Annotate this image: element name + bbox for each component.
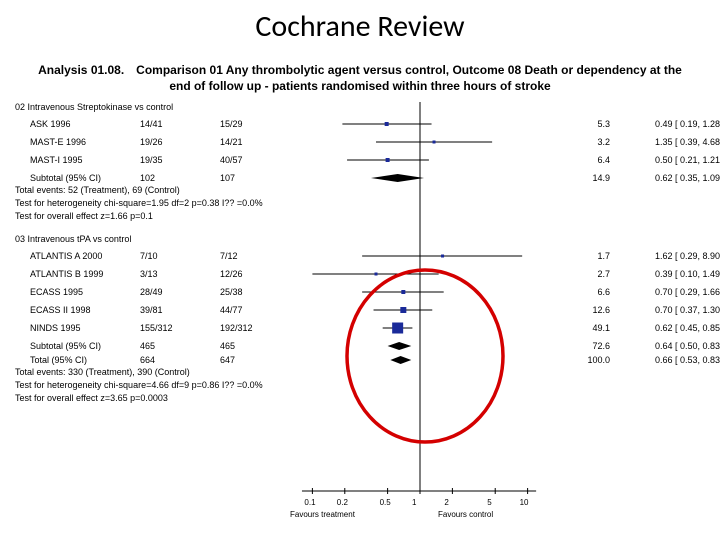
- group-header: 02 Intravenous Streptokinase vs control: [15, 102, 173, 112]
- favours-left-label: Favours treatment: [290, 510, 355, 519]
- total-label: Total (95% CI): [30, 355, 130, 365]
- treatment-count: 28/49: [140, 287, 195, 297]
- axis-tick-label: 1: [412, 498, 416, 507]
- confidence-interval: 0.66 [ 0.53, 0.83 ]: [620, 355, 720, 365]
- table-row: ECASS 199528/4925/386.60.70 [ 0.29, 1.66…: [10, 285, 710, 299]
- table-row: Subtotal (95% CI)46546572.60.64 [ 0.50, …: [10, 339, 710, 353]
- footnote: Test for heterogeneity chi-square=4.66 d…: [15, 380, 263, 390]
- table-row: MAST-I 199519/3540/576.40.50 [ 0.21, 1.2…: [10, 153, 710, 167]
- confidence-interval: 1.35 [ 0.39, 4.68 ]: [620, 137, 720, 147]
- control-count: 192/312: [220, 323, 275, 333]
- group-header: 03 Intravenous tPA vs control: [15, 234, 131, 244]
- weight: 72.6: [565, 341, 610, 351]
- control-count: 465: [220, 341, 275, 351]
- axis-tick-label: 2: [444, 498, 448, 507]
- control-count: 14/21: [220, 137, 275, 147]
- study-label: ATLANTIS A 2000: [30, 251, 130, 261]
- study-label: ECASS 1995: [30, 287, 130, 297]
- table-row: ECASS II 199839/8144/7712.60.70 [ 0.37, …: [10, 303, 710, 317]
- treatment-count: 39/81: [140, 305, 195, 315]
- axis-tick-label: 0.1: [304, 498, 315, 507]
- confidence-interval: 0.39 [ 0.10, 1.49 ]: [620, 269, 720, 279]
- confidence-interval: 0.62 [ 0.45, 0.85 ]: [620, 323, 720, 333]
- control-count: 44/77: [220, 305, 275, 315]
- treatment-count: 465: [140, 341, 195, 351]
- control-count: 12/26: [220, 269, 275, 279]
- axis-tick-label: 0.5: [380, 498, 391, 507]
- weight: 12.6: [565, 305, 610, 315]
- axis-tick-label: 5: [487, 498, 491, 507]
- weight: 1.7: [565, 251, 610, 261]
- treatment-count: 664: [140, 355, 195, 365]
- confidence-interval: 1.62 [ 0.29, 8.90 ]: [620, 251, 720, 261]
- study-label: MAST-E 1996: [30, 137, 130, 147]
- table-row: NINDS 1995155/312192/31249.10.62 [ 0.45,…: [10, 321, 710, 335]
- confidence-interval: 0.62 [ 0.35, 1.09 ]: [620, 173, 720, 183]
- confidence-interval: 0.64 [ 0.50, 0.83 ]: [620, 341, 720, 351]
- weight: 2.7: [565, 269, 610, 279]
- weight: 100.0: [565, 355, 610, 365]
- footnote: Test for heterogeneity chi-square=1.95 d…: [15, 198, 263, 208]
- treatment-count: 155/312: [140, 323, 195, 333]
- forest-plot: 02 Intravenous Streptokinase vs control A…: [10, 96, 710, 526]
- footnote: Total events: 52 (Treatment), 69 (Contro…: [15, 185, 180, 195]
- control-count: 25/38: [220, 287, 275, 297]
- weight: 14.9: [565, 173, 610, 183]
- table-row: Total (95% CI)664647100.00.66 [ 0.53, 0.…: [10, 353, 710, 367]
- table-row: ATLANTIS A 20007/107/121.71.62 [ 0.29, 8…: [10, 249, 710, 263]
- confidence-interval: 0.49 [ 0.19, 1.28 ]: [620, 119, 720, 129]
- page-title: Cochrane Review: [0, 0, 720, 45]
- treatment-count: 7/10: [140, 251, 195, 261]
- treatment-count: 14/41: [140, 119, 195, 129]
- control-count: 40/57: [220, 155, 275, 165]
- analysis-header: Analysis 01.08. Comparison 01 Any thromb…: [0, 45, 720, 96]
- confidence-interval: 0.50 [ 0.21, 1.21 ]: [620, 155, 720, 165]
- footnote: Total events: 330 (Treatment), 390 (Cont…: [15, 367, 190, 377]
- subtotal-label: Subtotal (95% CI): [30, 341, 130, 351]
- control-count: 15/29: [220, 119, 275, 129]
- favours-right-label: Favours control: [438, 510, 493, 519]
- weight: 5.3: [565, 119, 610, 129]
- weight: 6.4: [565, 155, 610, 165]
- study-label: ATLANTIS B 1999: [30, 269, 130, 279]
- table-row: ASK 199614/4115/295.30.49 [ 0.19, 1.28 ]: [10, 117, 710, 131]
- confidence-interval: 0.70 [ 0.29, 1.66 ]: [620, 287, 720, 297]
- control-count: 107: [220, 173, 275, 183]
- subtotal-label: Subtotal (95% CI): [30, 173, 130, 183]
- study-label: MAST-I 1995: [30, 155, 130, 165]
- table-row: Subtotal (95% CI)10210714.90.62 [ 0.35, …: [10, 171, 710, 185]
- treatment-count: 19/35: [140, 155, 195, 165]
- study-label: ASK 1996: [30, 119, 130, 129]
- axis-tick-label: 10: [520, 498, 529, 507]
- confidence-interval: 0.70 [ 0.37, 1.30 ]: [620, 305, 720, 315]
- study-label: NINDS 1995: [30, 323, 130, 333]
- weight: 6.6: [565, 287, 610, 297]
- axis-tick-label: 0.2: [337, 498, 348, 507]
- control-count: 647: [220, 355, 275, 365]
- control-count: 7/12: [220, 251, 275, 261]
- table-row: MAST-E 199619/2614/213.21.35 [ 0.39, 4.6…: [10, 135, 710, 149]
- footnote: Test for overall effect z=1.66 p=0.1: [15, 211, 153, 221]
- study-label: ECASS II 1998: [30, 305, 130, 315]
- treatment-count: 19/26: [140, 137, 195, 147]
- treatment-count: 102: [140, 173, 195, 183]
- footnote: Test for overall effect z=3.65 p=0.0003: [15, 393, 168, 403]
- table-row: ATLANTIS B 19993/1312/262.70.39 [ 0.10, …: [10, 267, 710, 281]
- weight: 3.2: [565, 137, 610, 147]
- weight: 49.1: [565, 323, 610, 333]
- treatment-count: 3/13: [140, 269, 195, 279]
